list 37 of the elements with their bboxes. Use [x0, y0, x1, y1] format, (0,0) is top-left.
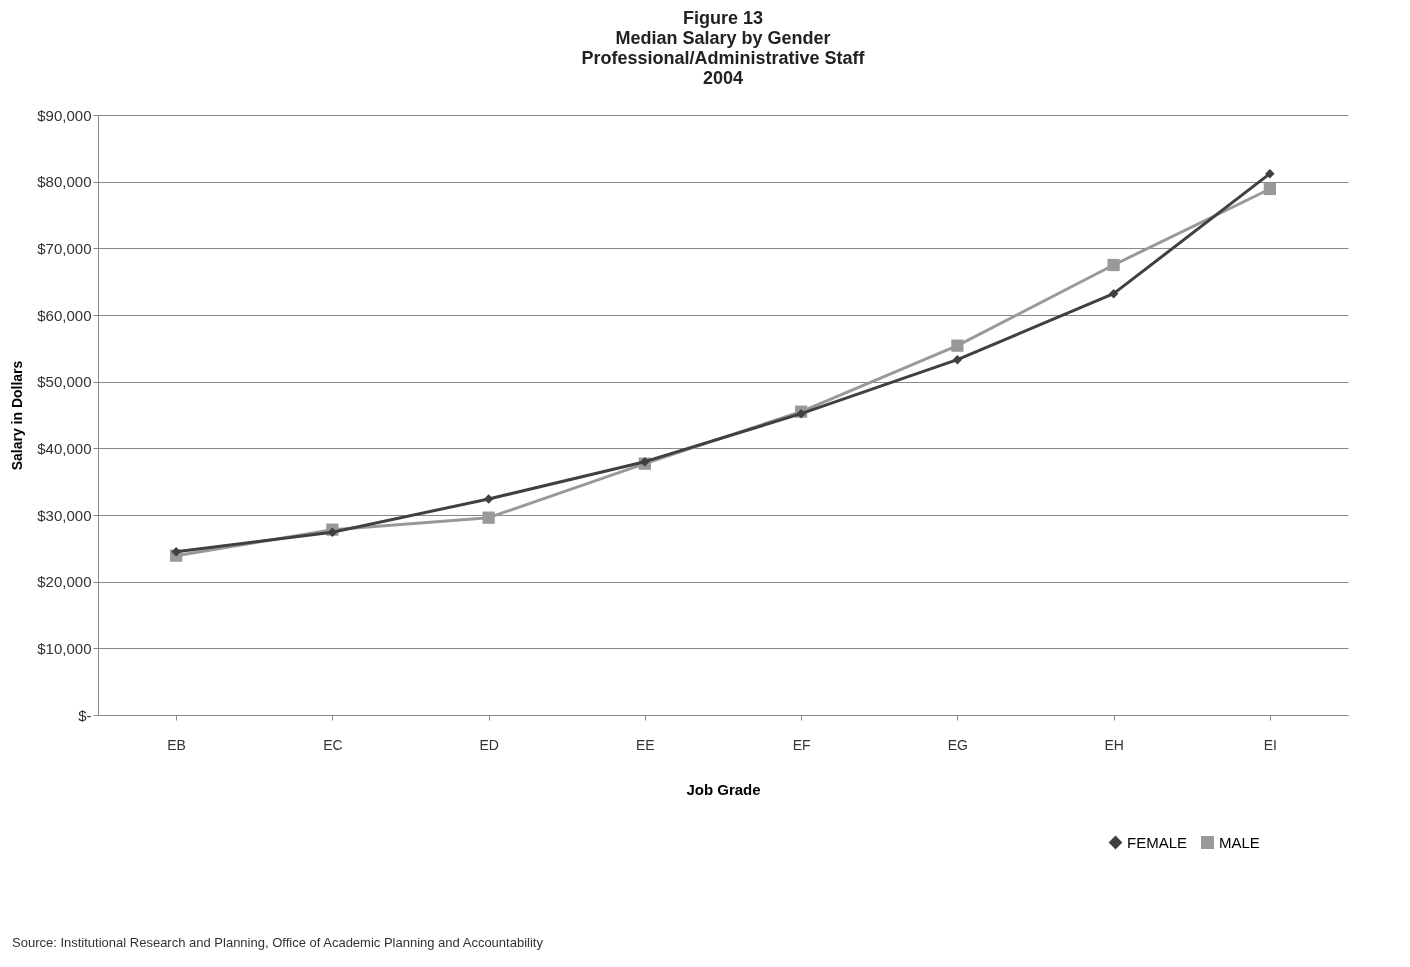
y-tick-label: $- [78, 706, 92, 724]
y-tick-label: $80,000 [37, 173, 92, 191]
y-tick-label: $40,000 [37, 439, 92, 457]
point [482, 511, 495, 524]
x-tick-label: EB [167, 736, 186, 753]
x-tick-label: EE [636, 736, 655, 753]
point [1107, 258, 1120, 272]
point [483, 494, 494, 504]
x-tick-label: ED [479, 736, 499, 753]
legend-label: FEMALE [1127, 833, 1188, 851]
y-tick-label: $30,000 [37, 506, 92, 524]
y-tick-label: $10,000 [37, 639, 92, 657]
source-note: Source: Institutional Research and Planning, Office of Academic Planning and Accountability [12, 935, 543, 950]
point [1263, 182, 1276, 196]
text: 2004 [702, 68, 744, 88]
point [952, 354, 963, 365]
text: Professional/Administrative Staff [581, 48, 865, 68]
point [1265, 168, 1275, 179]
legend-label: MALE [1219, 833, 1260, 851]
x-tick-label: EI [1263, 736, 1277, 753]
x-tick-label: EG [947, 736, 968, 753]
y-tick-label: $70,000 [37, 239, 92, 257]
y-axis-title: Salary in Dollars [9, 360, 26, 471]
y-tick-label: $20,000 [37, 573, 92, 591]
y-tick-label: $50,000 [37, 373, 92, 391]
point [951, 339, 964, 352]
y-tick-label: $60,000 [37, 306, 92, 324]
x-tick-label: EF [792, 736, 811, 753]
y-tick-label: $90,000 [37, 106, 92, 124]
point [171, 546, 181, 557]
text: Figure 13 [682, 8, 764, 28]
text: Median Salary by Gender [615, 28, 831, 48]
x-tick-label: EC [323, 736, 343, 753]
point [1108, 288, 1119, 299]
point [327, 527, 338, 538]
x-tick-label: EH [1104, 736, 1124, 753]
x-axis-title: Job Grade [686, 780, 761, 798]
